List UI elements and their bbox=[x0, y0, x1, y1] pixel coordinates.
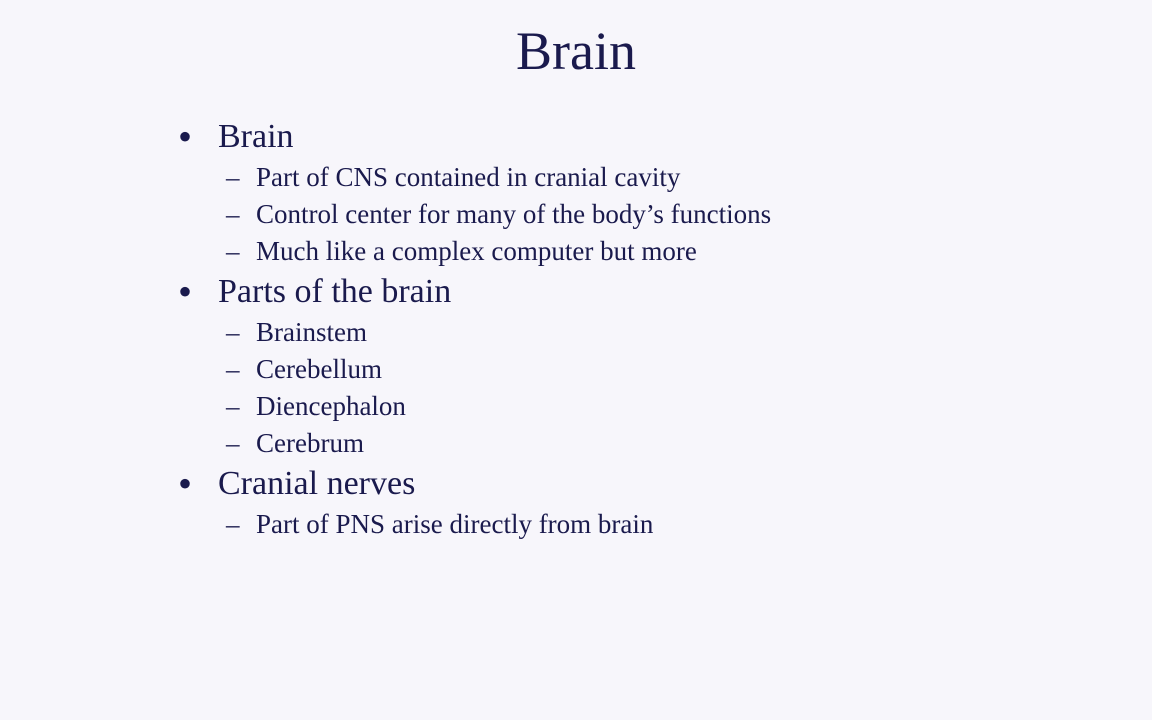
list-subitem: – Control center for many of the body’s … bbox=[226, 199, 1032, 230]
list-subitem: – Cerebrum bbox=[226, 428, 1032, 459]
dash-icon: – bbox=[226, 509, 240, 540]
list-subitem: – Cerebellum bbox=[226, 354, 1032, 385]
list-subitem: – Brainstem bbox=[226, 317, 1032, 348]
dash-icon: – bbox=[226, 236, 240, 267]
slide-title: Brain bbox=[0, 20, 1152, 82]
list-subitem-label: Brainstem bbox=[256, 317, 367, 347]
bullet-icon: • bbox=[178, 273, 192, 311]
list-subitem-label: Part of CNS contained in cranial cavity bbox=[256, 162, 680, 192]
list-item-label: Parts of the brain bbox=[218, 273, 451, 310]
bullet-icon: • bbox=[178, 465, 192, 503]
dash-icon: – bbox=[226, 199, 240, 230]
list-item-label: Cranial nerves bbox=[218, 465, 415, 502]
list-item: • Parts of the brain bbox=[178, 273, 1032, 311]
list-subitem: – Much like a complex computer but more bbox=[226, 236, 1032, 267]
slide-content: • Brain – Part of CNS contained in crani… bbox=[178, 118, 1032, 540]
list-item-label: Brain bbox=[218, 118, 294, 155]
list-subitem-label: Control center for many of the body’s fu… bbox=[256, 199, 771, 229]
dash-icon: – bbox=[226, 354, 240, 385]
list-subitem: – Part of CNS contained in cranial cavit… bbox=[226, 162, 1032, 193]
dash-icon: – bbox=[226, 317, 240, 348]
list-subitem: – Diencephalon bbox=[226, 391, 1032, 422]
list-subitem-label: Much like a complex computer but more bbox=[256, 236, 697, 266]
list-subitem-label: Diencephalon bbox=[256, 391, 406, 421]
dash-icon: – bbox=[226, 162, 240, 193]
list-item: • Brain bbox=[178, 118, 1032, 156]
list-item: • Cranial nerves bbox=[178, 465, 1032, 503]
list-subitem-label: Cerebrum bbox=[256, 428, 364, 458]
dash-icon: – bbox=[226, 391, 240, 422]
list-subitem-label: Part of PNS arise directly from brain bbox=[256, 509, 653, 539]
slide: Brain • Brain – Part of CNS contained in… bbox=[0, 0, 1152, 720]
list-subitem-label: Cerebellum bbox=[256, 354, 382, 384]
bullet-icon: • bbox=[178, 118, 192, 156]
list-subitem: – Part of PNS arise directly from brain bbox=[226, 509, 1032, 540]
dash-icon: – bbox=[226, 428, 240, 459]
